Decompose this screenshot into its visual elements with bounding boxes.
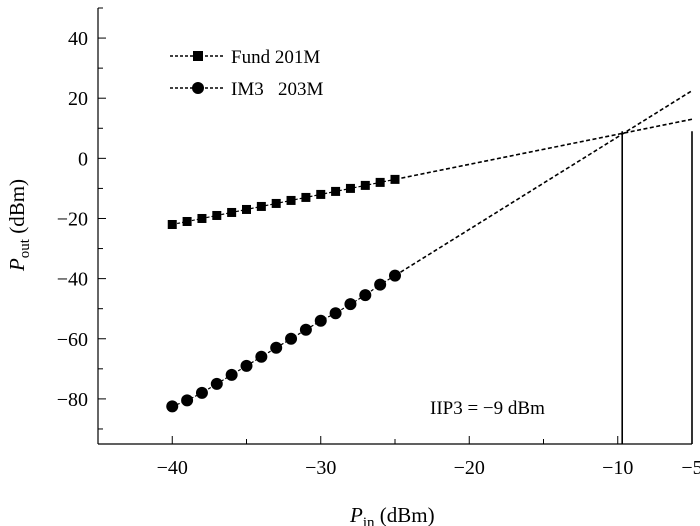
data-point-circle [344,298,357,311]
y-tick-label: −60 [57,329,88,351]
x-tick-label: −30 [305,457,336,479]
y-tick-label: −80 [57,389,88,411]
extrapolation-lines [394,90,693,277]
data-point-circle [329,307,342,320]
y-tick-label: 40 [68,28,88,50]
data-point-circle [285,332,298,345]
data-point-circle [270,341,283,354]
data-point-circle [255,350,268,363]
legend-label: IM3 203M [231,79,323,100]
data-point-circle [210,377,223,390]
y-tick-label: 20 [68,88,88,110]
y-tick-label: 0 [78,148,88,170]
data-point-square [227,207,237,217]
data-point-square [390,174,400,184]
data-point-square [316,189,326,199]
x-tick-label: −5 [681,457,700,479]
y-axis-label-unit: (dBm) [5,179,29,239]
data-point-square [182,216,192,226]
data-point-circle [359,289,372,302]
x-tick-label: −10 [602,457,633,479]
data-point-square [242,204,251,214]
extrapolation-line [394,118,693,181]
legend-marker-square [193,51,203,61]
legend-label: Fund 201M [231,47,320,68]
data-point-circle [389,269,401,282]
iip3-lines [621,131,693,444]
x-tick-label: −20 [454,457,485,479]
data-point-circle [181,394,194,407]
y-tick-label: −40 [57,269,88,291]
x-tick-label: −40 [157,457,188,479]
data-point-square [212,210,222,220]
data-point-circle [166,400,179,413]
legend: Fund 201M IM3 203M [170,47,323,100]
data-point-square [197,213,207,223]
y-tick-label: −20 [57,208,88,230]
data-point-square [256,201,266,211]
x-axis-label-sub: in [363,515,375,526]
data-point-circle [195,386,208,399]
data-point-square [345,183,355,193]
x-axis-label-unit: (dBm) [375,503,435,526]
series-marks [166,174,401,413]
ticks: −40 −30 −20 −10 −5 40 20 0 −20 −40 −60 −80 [57,7,700,479]
data-point-square [167,219,177,229]
data-point-circle [240,359,253,372]
legend-marker-circle [192,82,204,94]
y-axis-label: Pout (dBm) [5,179,33,272]
iip3-annotation: IIP3 = −9 dBm [430,398,545,419]
data-point-square [360,180,370,190]
x-axis-label-main: P [349,503,363,526]
data-point-square [301,192,311,202]
y-axis-label-sub: out [17,238,33,258]
data-point-circle [374,278,387,291]
data-point-circle [225,368,238,381]
data-point-square [286,195,296,205]
series-line [172,275,396,407]
data-point-circle [314,314,327,327]
series-line [172,178,396,226]
data-point-square [271,198,281,208]
data-point-square [375,177,385,187]
y-axis-label-main: P [5,258,29,272]
data-point-circle [299,323,312,336]
x-axis-label: Pin (dBm) [349,503,435,526]
data-point-square [331,186,341,196]
